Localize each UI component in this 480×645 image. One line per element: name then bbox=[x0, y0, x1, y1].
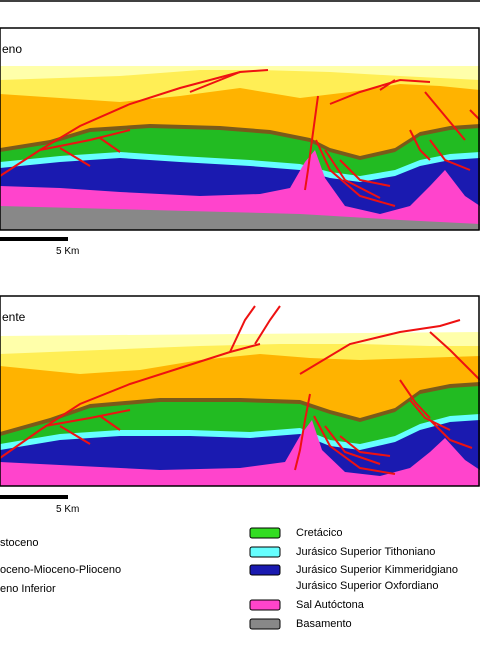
legend-swatch-sal bbox=[249, 599, 281, 611]
panel-2-faults bbox=[0, 305, 480, 475]
legend-right-oxfordiano: Jurásico Superior Oxfordiano bbox=[296, 580, 439, 592]
panel-1-title: eno bbox=[2, 42, 23, 56]
legend-right-cretacico: Cretácico bbox=[296, 527, 343, 539]
panel-1-frame bbox=[0, 27, 480, 231]
legend-left-item-2: oceno-Mioceno-Plioceno bbox=[0, 564, 122, 576]
legend-right-kimmeridgiano: Jurásico Superior Kimmeridgiano bbox=[296, 564, 459, 576]
panel-2-section bbox=[0, 296, 480, 486]
legend-swatch-tithoniano bbox=[249, 546, 281, 558]
panel-2-layer-pink bbox=[0, 420, 480, 486]
panel-1-faults bbox=[0, 69, 480, 207]
legend-swatch-kimmeridgiano bbox=[249, 564, 281, 576]
legend-swatch-basamento bbox=[249, 618, 281, 630]
panel-1-layer-gray bbox=[0, 206, 480, 230]
legend-swatch-cretacico bbox=[249, 527, 281, 539]
panel-2-frame bbox=[0, 295, 480, 487]
legend-left-item-3: eno Inferior bbox=[0, 583, 56, 595]
legend-swatches bbox=[249, 527, 281, 630]
panel-1-section bbox=[0, 28, 480, 230]
legend-left-item-1: stoceno bbox=[0, 537, 39, 549]
panel-2-title: ente bbox=[2, 310, 26, 324]
legend-right-sal: Sal Autóctona bbox=[296, 599, 364, 611]
legend-right-basamento: Basamento bbox=[296, 618, 352, 630]
legend-right-tithoniano: Jurásico Superior Tithoniano bbox=[296, 546, 436, 558]
panel-1-scale-label: 5 Km bbox=[56, 246, 80, 257]
panel-2-scale-label: 5 Km bbox=[56, 504, 80, 515]
